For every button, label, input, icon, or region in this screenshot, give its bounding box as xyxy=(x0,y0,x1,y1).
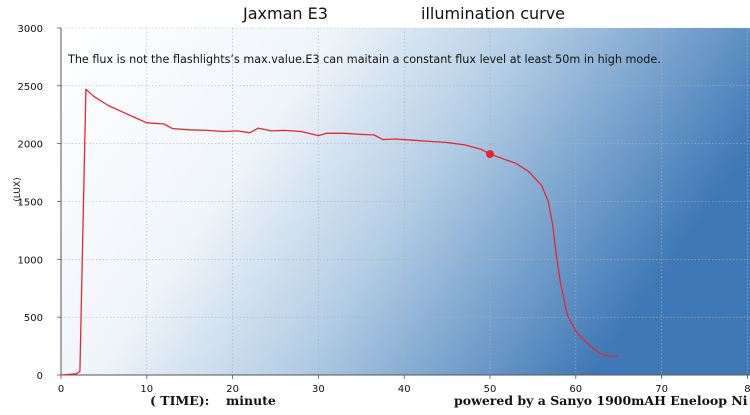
axes xyxy=(57,27,750,379)
y-tick-label: 2500 xyxy=(18,82,43,93)
y-axis-label: .(LUX) xyxy=(13,177,23,205)
y-tick-label: 1000 xyxy=(18,255,43,266)
tick-labels: 0 500 1000 1500 2000 2500 3000 0 10 20 30 40 50 60 70 8 xyxy=(18,24,750,395)
x-axis-unit: minute xyxy=(226,393,276,408)
series-layer xyxy=(60,88,619,376)
y-tick-label: 2000 xyxy=(18,140,43,151)
x-tick-label: 0 xyxy=(58,384,64,395)
y-tick-label: 1500 xyxy=(18,198,43,209)
x-tick-label: 40 xyxy=(398,384,411,395)
x-tick-label: 10 xyxy=(140,384,153,395)
data-point-marker xyxy=(486,150,494,159)
y-tick-label: 3000 xyxy=(18,24,43,35)
footer-note: powered by a Sanyo 1900mAH Eneloop Ni MH xyxy=(454,393,750,408)
x-axis-label: ( TIME): xyxy=(150,393,210,408)
x-tick-label: 60 xyxy=(569,384,582,395)
x-tick-label: 20 xyxy=(226,384,239,395)
x-tick-label: 50 xyxy=(484,384,497,395)
chart-annotation: The flux is not the flashlights’s max.va… xyxy=(68,53,661,66)
series-line xyxy=(60,88,619,376)
x-tick-label: 8 xyxy=(744,384,750,395)
x-tick-label: 70 xyxy=(655,384,668,395)
y-tick-label: 0 xyxy=(37,371,43,382)
chart-title-left: Jaxman E3 xyxy=(243,4,328,23)
x-tick-label: 30 xyxy=(312,384,325,395)
y-tick-label: 500 xyxy=(24,313,43,324)
chart-title-right: illumination curve xyxy=(421,4,566,23)
grid-lines xyxy=(61,27,750,375)
